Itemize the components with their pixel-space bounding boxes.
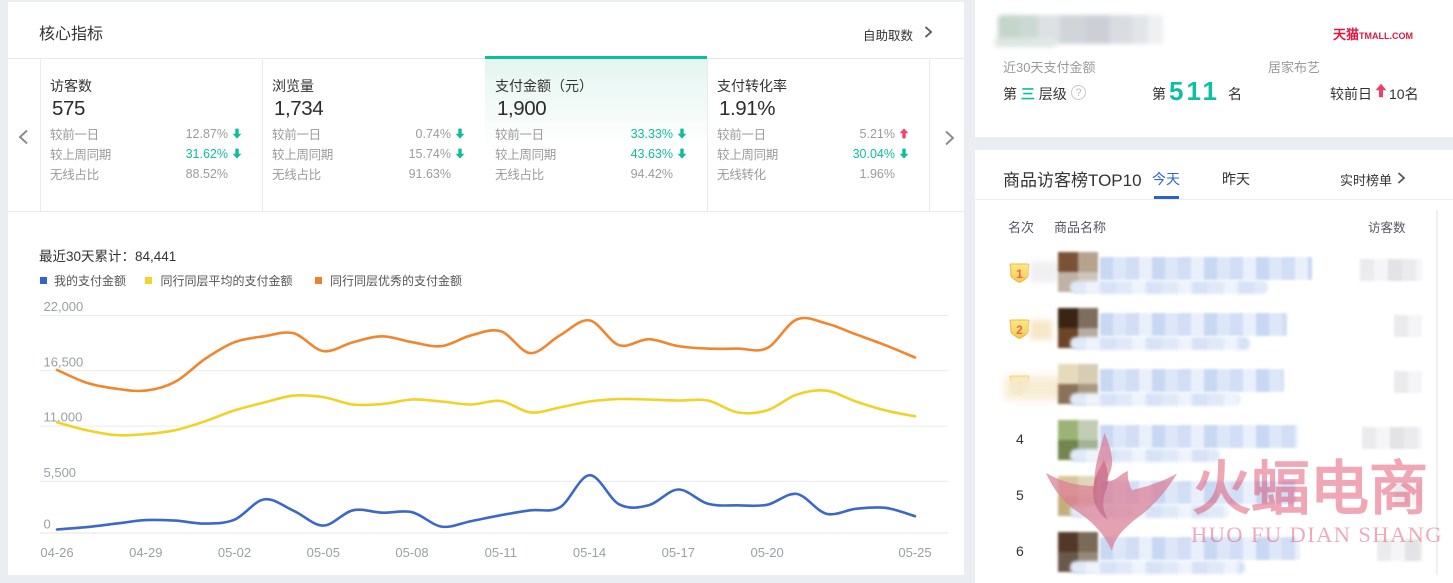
svg-text:05-11: 05-11 <box>485 545 517 560</box>
svg-text:22,000: 22,000 <box>44 299 84 314</box>
svg-text:04-26: 04-26 <box>40 545 73 560</box>
svg-text:05-25: 05-25 <box>898 545 931 560</box>
svg-text:05-05: 05-05 <box>307 545 340 560</box>
svg-text:04-29: 04-29 <box>129 545 162 560</box>
svg-text:16,500: 16,500 <box>44 354 84 369</box>
svg-text:05-14: 05-14 <box>573 545 606 560</box>
svg-text:5,500: 5,500 <box>44 465 77 480</box>
svg-text:05-08: 05-08 <box>395 545 428 560</box>
svg-text:0: 0 <box>44 517 51 532</box>
svg-text:11,000: 11,000 <box>44 410 83 425</box>
svg-text:05-20: 05-20 <box>750 545 783 560</box>
svg-text:2: 2 <box>1016 323 1023 337</box>
svg-text:1: 1 <box>1016 267 1023 281</box>
svg-text:05-17: 05-17 <box>662 545 695 560</box>
svg-text:05-02: 05-02 <box>218 545 251 560</box>
